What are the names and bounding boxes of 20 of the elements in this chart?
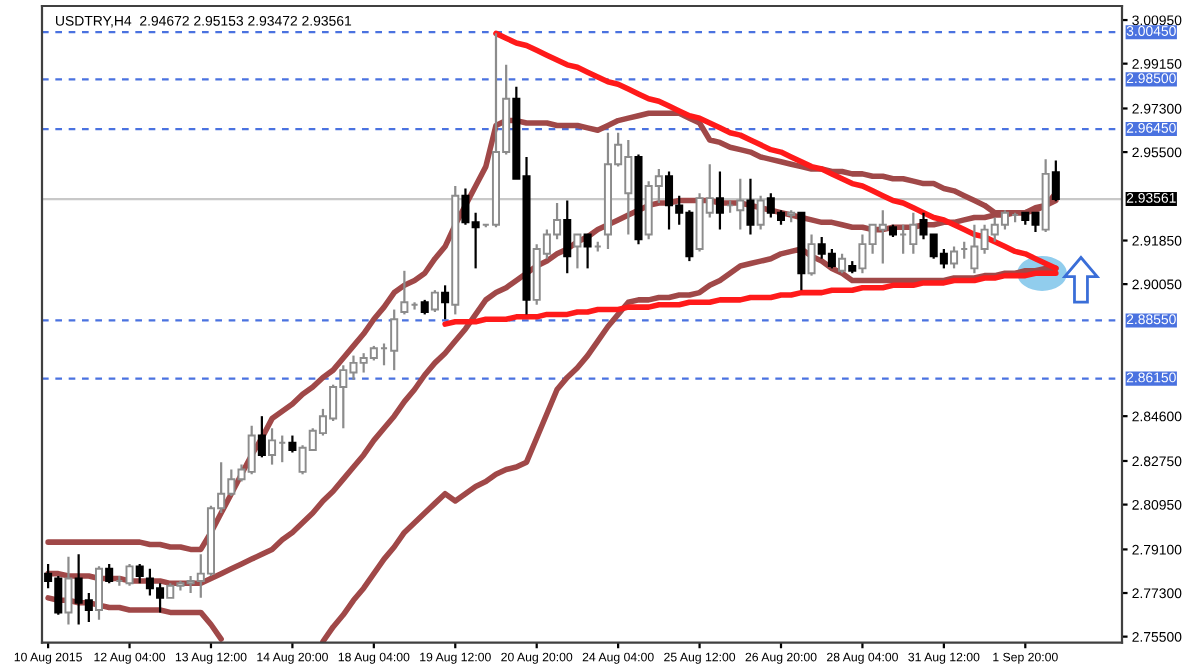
candlestick [746, 177, 755, 236]
candlestick [105, 562, 114, 585]
candlestick [573, 233, 582, 270]
candlestick [807, 233, 816, 277]
candlestick [268, 427, 277, 466]
candlestick [1051, 159, 1060, 203]
candlestick [838, 252, 847, 275]
candlestick [64, 555, 73, 626]
candlestick [950, 245, 959, 270]
candlestick [563, 199, 572, 275]
candlestick [430, 289, 439, 314]
candlestick [94, 565, 104, 621]
candlestick [257, 415, 266, 459]
candlestick [715, 170, 724, 231]
candlestick [135, 562, 144, 585]
candlestick [400, 269, 409, 316]
candlestick [583, 233, 592, 270]
candlestick [125, 562, 134, 587]
candlestick [756, 194, 765, 231]
candlestick [441, 284, 450, 321]
